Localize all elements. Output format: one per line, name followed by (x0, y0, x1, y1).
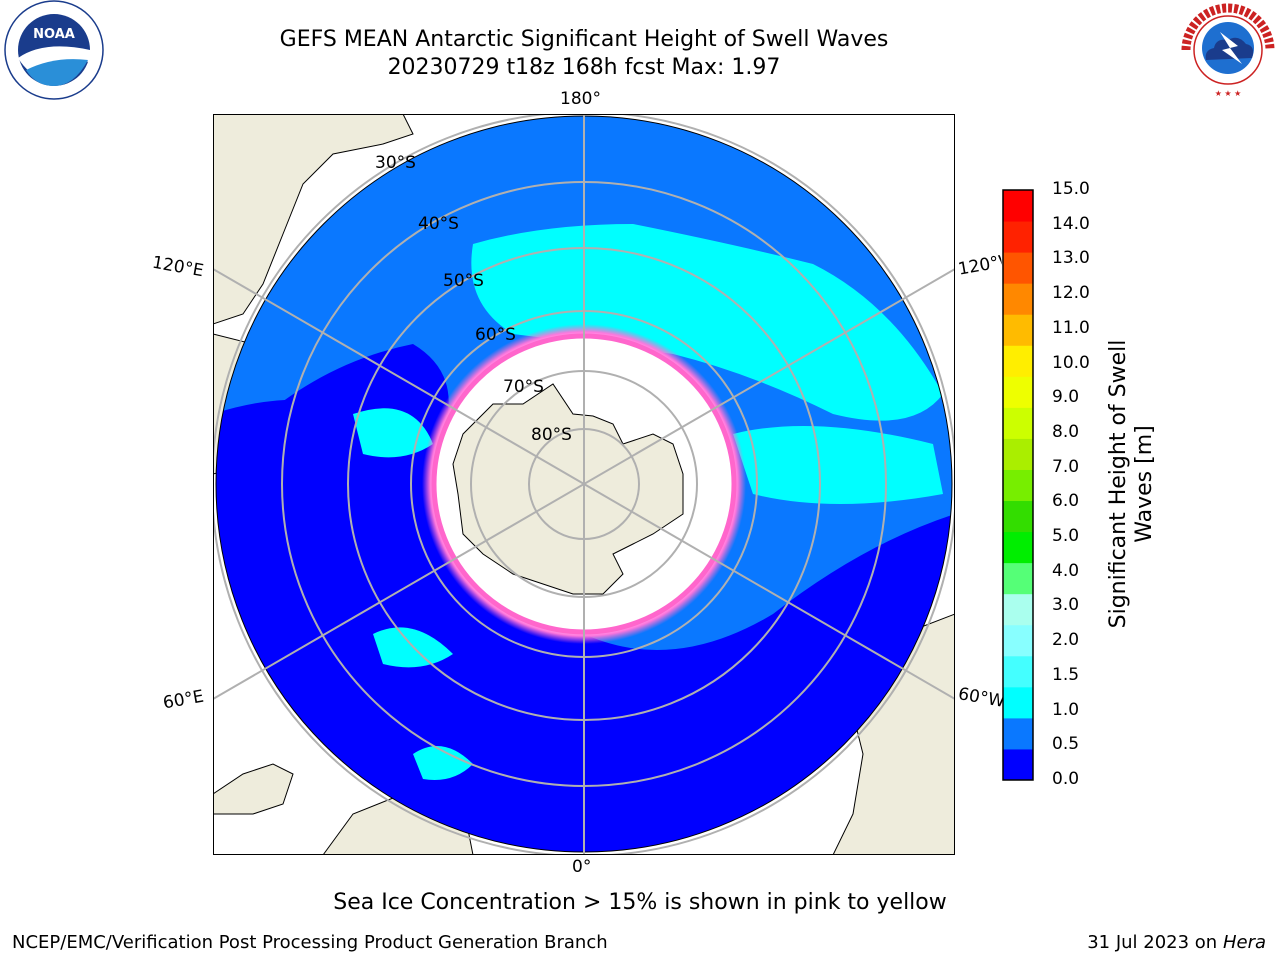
colorbar-tick-label: 4.0 (1052, 560, 1080, 581)
colorbar-band (1003, 283, 1033, 315)
nws-logo: ★ ★ ★ (1180, 2, 1276, 98)
colorbar-band (1003, 438, 1033, 470)
colorbar-tick-label: 10.0 (1052, 352, 1090, 373)
colorbar-band (1003, 717, 1033, 750)
lat-label-30s: 30°S (375, 153, 416, 173)
colorbar-tick-label: 8.0 (1052, 421, 1080, 442)
colorbar-label: Significant Height of Swell Waves [m] (1106, 340, 1158, 629)
colorbar-label-line1: Significant Height of Swell (1106, 339, 1131, 629)
lat-label-60s: 60°S (475, 325, 516, 345)
colorbar-tick-label: 15.0 (1052, 179, 1090, 199)
lon-label-0: 0° (572, 857, 592, 877)
colorbar-band (1003, 376, 1033, 408)
colorbar-tick-label: 2.0 (1052, 630, 1080, 651)
colorbar-band (1003, 500, 1033, 533)
colorbar-tick-label: 3.0 (1052, 595, 1080, 616)
sea-ice-note: Sea Ice Concentration > 15% is shown in … (333, 890, 947, 915)
colorbar-tick-label: 6.0 (1052, 491, 1080, 512)
colorbar-tick-label: 12.0 (1052, 283, 1090, 304)
colorbar-tick-label: 0.0 (1052, 769, 1080, 789)
colorbar-tick-label: 11.0 (1052, 317, 1090, 338)
colorbar-tick-label: 0.5 (1052, 734, 1080, 755)
colorbar-band (1003, 469, 1033, 502)
colorbar-band (1003, 531, 1033, 564)
antarctica-landmass (452, 383, 684, 595)
footer-host: Hera (1222, 932, 1266, 953)
colorbar-band (1003, 624, 1033, 657)
colorbar-band (1003, 686, 1033, 719)
noaa-logo: NOAA (4, 0, 104, 100)
lon-label-120e: 120°E (150, 252, 206, 282)
lon-label-60w: 60°W (956, 684, 1006, 712)
footer-date: 31 Jul 2023 on Hera (1087, 932, 1266, 953)
colorbar-tick-label: 13.0 (1052, 248, 1090, 269)
colorbar-tick-label: 7.0 (1052, 456, 1080, 477)
svg-text:★ ★ ★: ★ ★ ★ (1215, 89, 1242, 98)
lat-label-80s: 80°S (531, 425, 572, 445)
colorbar-band (1003, 593, 1033, 626)
colorbar (1002, 189, 1034, 781)
colorbar-band (1003, 655, 1033, 688)
lat-label-50s: 50°S (443, 271, 484, 291)
lat-label-40s: 40°S (418, 214, 459, 234)
colorbar-band (1003, 748, 1033, 781)
colorbar-tick-label: 1.5 (1052, 664, 1080, 685)
colorbar-band (1003, 345, 1033, 377)
colorbar-band (1003, 407, 1033, 439)
colorbar-tick-label: 9.0 (1052, 387, 1080, 408)
colorbar-tick-label: 1.0 (1052, 699, 1080, 720)
colorbar-band (1003, 190, 1033, 222)
lon-label-120w: 120°W (956, 252, 1004, 280)
footer-credit: NCEP/EMC/Verification Post Processing Pr… (12, 932, 608, 953)
noaa-logo-text: NOAA (33, 27, 75, 42)
lat-label-70s: 70°S (503, 377, 544, 397)
lon-label-180: 180° (560, 89, 601, 109)
map-frame: 30°S 40°S 50°S 60°S 70°S 80°S (213, 114, 955, 855)
footer-date-text: 31 Jul 2023 on (1087, 932, 1223, 953)
map-subtitle: 20230729 t18z 168h fcst Max: 1.97 (387, 55, 781, 80)
colorbar-label-line2: Waves [m] (1132, 425, 1157, 543)
colorbar-tick-label: 5.0 (1052, 526, 1080, 547)
colorbar-band (1003, 314, 1033, 346)
colorbar-tick-label: 14.0 (1052, 213, 1090, 234)
lon-label-60e: 60°E (161, 686, 206, 714)
colorbar-band (1003, 221, 1033, 253)
colorbar-band (1003, 562, 1033, 595)
map-title: GEFS MEAN Antarctic Significant Height o… (279, 27, 889, 52)
colorbar-band (1003, 252, 1033, 284)
graticule (213, 114, 955, 855)
